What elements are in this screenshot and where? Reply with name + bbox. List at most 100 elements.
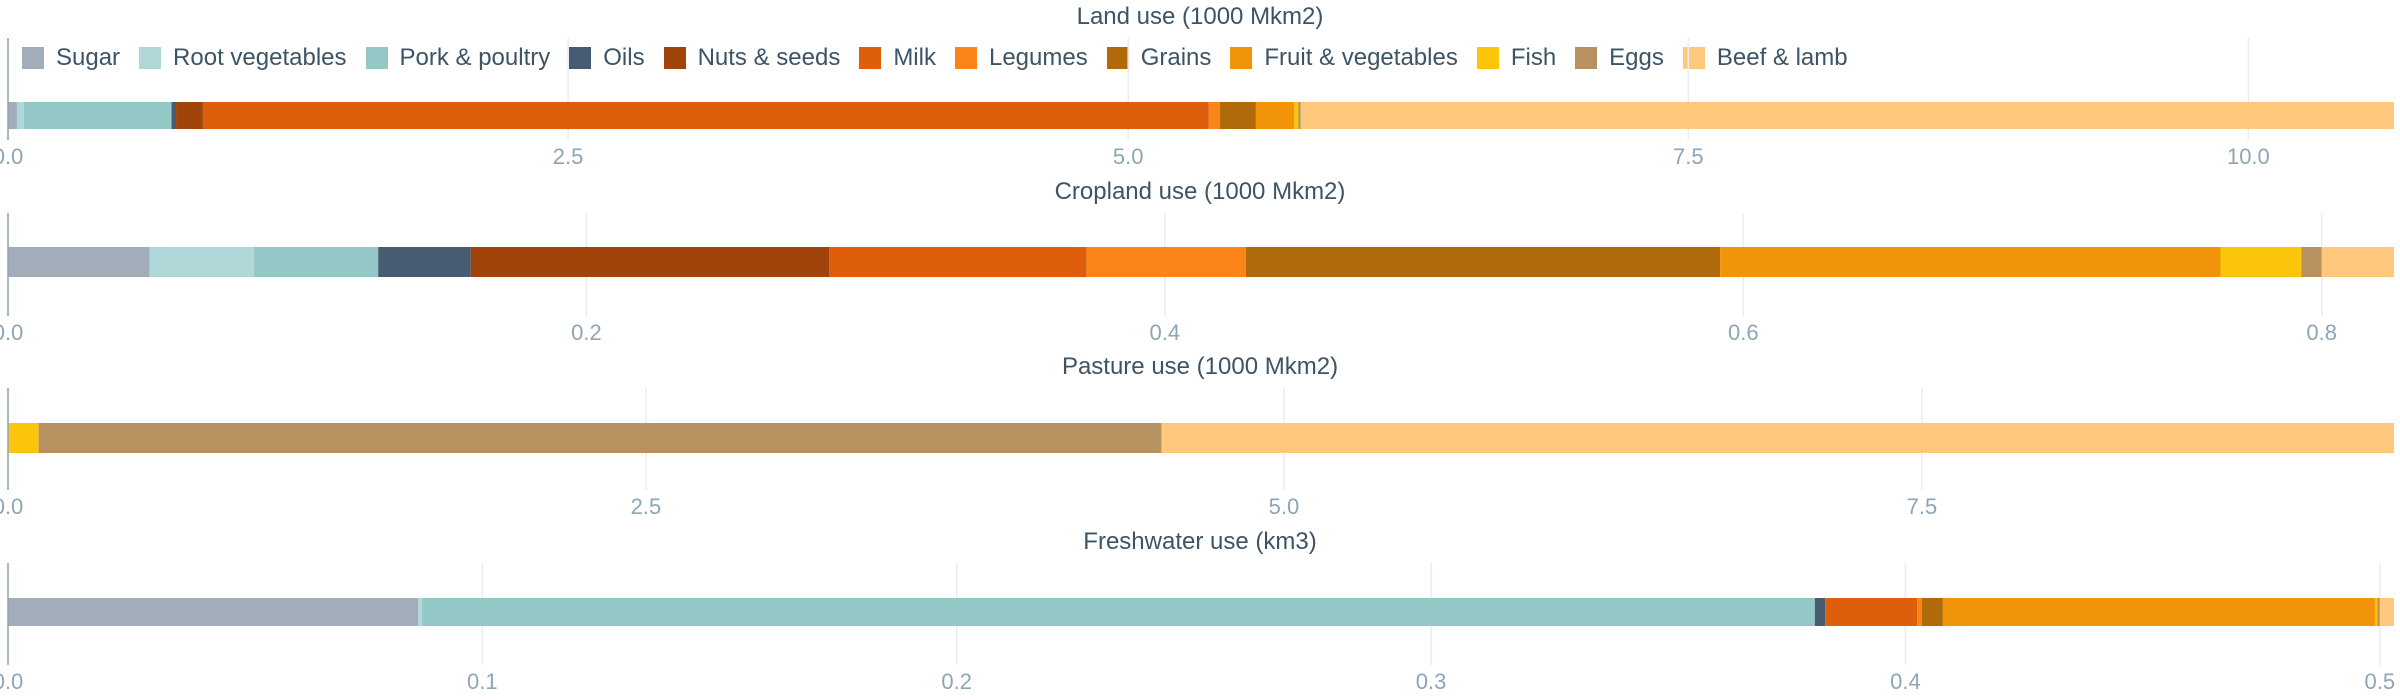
legend-label: Pork & poultry — [399, 44, 551, 71]
bar-segment — [2301, 247, 2322, 277]
legend-label: Nuts & seeds — [697, 44, 841, 71]
tick-label: 0.3 — [1416, 669, 1447, 694]
bar-segment — [8, 247, 150, 277]
bar-segment — [8, 102, 17, 129]
bar-segment — [23, 102, 172, 129]
tick-label: 0.6 — [1728, 320, 1759, 345]
legend-item: Milk — [859, 44, 936, 72]
chart-title: Land use (1000 Mkm2) — [1077, 3, 1324, 30]
bar-segment — [253, 247, 379, 277]
tick-label: 0.0 — [0, 320, 23, 345]
bar-segment — [1942, 598, 2376, 626]
bar-segment — [176, 102, 203, 129]
bar-segment — [171, 102, 177, 129]
legend-swatch — [1230, 47, 1253, 69]
chart-panel: Land use (1000 Mkm2) 0.0 2.5 5.0 7.5 10.0 — [0, 3, 2394, 169]
bar-segment — [202, 102, 1209, 129]
legend-label: Legumes — [988, 44, 1088, 71]
legend-swatch — [663, 47, 686, 69]
bar-segment — [1814, 598, 1826, 626]
legend-swatch — [22, 47, 44, 69]
legend-item: Fish — [1476, 44, 1557, 72]
tick-label: 0.0 — [0, 144, 23, 169]
bar-segment — [418, 598, 423, 626]
bar-segment — [1208, 102, 1221, 129]
legend-label: Grains — [1140, 44, 1212, 71]
legend-swatch — [569, 47, 592, 69]
tick-label: 0.2 — [571, 320, 602, 345]
tick-label: 5.0 — [1269, 494, 1300, 519]
chart-panel: Freshwater use (km3) 0.0 0.1 0.2 0.3 0.4 0.5 — [0, 528, 2395, 694]
legend-label: Beef & lamb — [1716, 44, 1848, 71]
tick-label: 0.5 — [2364, 669, 2395, 694]
legend-item: Legumes — [954, 44, 1088, 72]
legend-item: Nuts & seeds — [663, 44, 841, 72]
tick-label: 10.0 — [2227, 144, 2270, 169]
legend-item: Beef & lamb — [1682, 44, 1848, 72]
chart-title: Freshwater use (km3) — [1083, 528, 1316, 555]
bar-segment — [1086, 247, 1246, 277]
bar-segment — [470, 247, 830, 277]
legend-swatch — [1575, 47, 1598, 69]
legend-label: Eggs — [1609, 44, 1664, 71]
legend-swatch — [365, 47, 388, 69]
legend-item: Root vegetables — [139, 44, 347, 72]
bar-segment — [2379, 598, 2394, 626]
bar-segment — [2377, 598, 2380, 626]
legend-item: Fruit & vegetables — [1230, 44, 1458, 72]
legend-swatch — [1106, 47, 1129, 69]
bar-segment — [1720, 247, 2221, 277]
bar-segment — [149, 247, 254, 277]
legend-swatch — [139, 47, 162, 69]
bar-segment — [1161, 423, 2394, 453]
legend-label: Sugar — [56, 44, 121, 71]
bar-segment — [16, 102, 24, 129]
chart-panel: Cropland use (1000 Mkm2) 0.0 0.2 0.4 0.6 0.8 — [0, 178, 2394, 345]
legend-label: Root vegetables — [173, 44, 347, 71]
bar-segment — [1293, 102, 1299, 129]
legend-swatch — [954, 47, 977, 69]
legend-item: Eggs — [1575, 44, 1664, 72]
bar-segment — [1255, 102, 1294, 129]
bar-segment — [1298, 102, 1301, 129]
tick-label: 0.1 — [467, 669, 498, 694]
legend-label: Oils — [603, 44, 645, 71]
bar-segment — [378, 247, 471, 277]
tick-label: 7.5 — [1673, 144, 1704, 169]
tick-label: 7.5 — [1907, 494, 1938, 519]
bar-segment — [38, 423, 1162, 453]
bar-segment — [829, 247, 1087, 277]
tick-label: 5.0 — [1113, 144, 1144, 169]
chart-panel: Pasture use (1000 Mkm2) 0.0 2.5 5.0 7.5 — [0, 353, 2394, 519]
bar-segment — [8, 423, 39, 453]
tick-label: 0.4 — [1890, 669, 1921, 694]
legend-label: Fish — [1510, 44, 1557, 71]
legend-swatch — [859, 47, 882, 69]
tick-label: 0.4 — [1150, 320, 1181, 345]
legend-label: Milk — [893, 44, 936, 71]
legend-item: Sugar — [22, 44, 120, 72]
legend-item: Grains — [1106, 44, 1212, 72]
chart-title: Cropland use (1000 Mkm2) — [1055, 178, 1346, 205]
legend-item: Oils — [569, 44, 645, 72]
tick-label: 0.2 — [941, 669, 972, 694]
bar-segment — [422, 598, 1815, 626]
bar-segment — [1825, 598, 1918, 626]
bar-segment — [2220, 247, 2302, 277]
legend-label: Fruit & vegetables — [1264, 44, 1458, 71]
bar-segment — [1917, 598, 1923, 626]
tick-label: 0.8 — [2306, 320, 2337, 345]
chart-title: Pasture use (1000 Mkm2) — [1062, 353, 1338, 380]
legend-swatch — [1476, 47, 1499, 69]
bar-segment — [1220, 102, 1256, 129]
legend-item: Pork & poultry — [365, 44, 551, 72]
bar-segment — [8, 598, 419, 626]
bar-segment — [1922, 598, 1943, 626]
tick-label: 2.5 — [631, 494, 662, 519]
bar-segment — [2375, 598, 2378, 626]
tick-label: 2.5 — [553, 144, 584, 169]
tick-label: 0.0 — [0, 494, 23, 519]
bar-segment — [2321, 247, 2394, 277]
bar-segment — [1300, 102, 2394, 129]
